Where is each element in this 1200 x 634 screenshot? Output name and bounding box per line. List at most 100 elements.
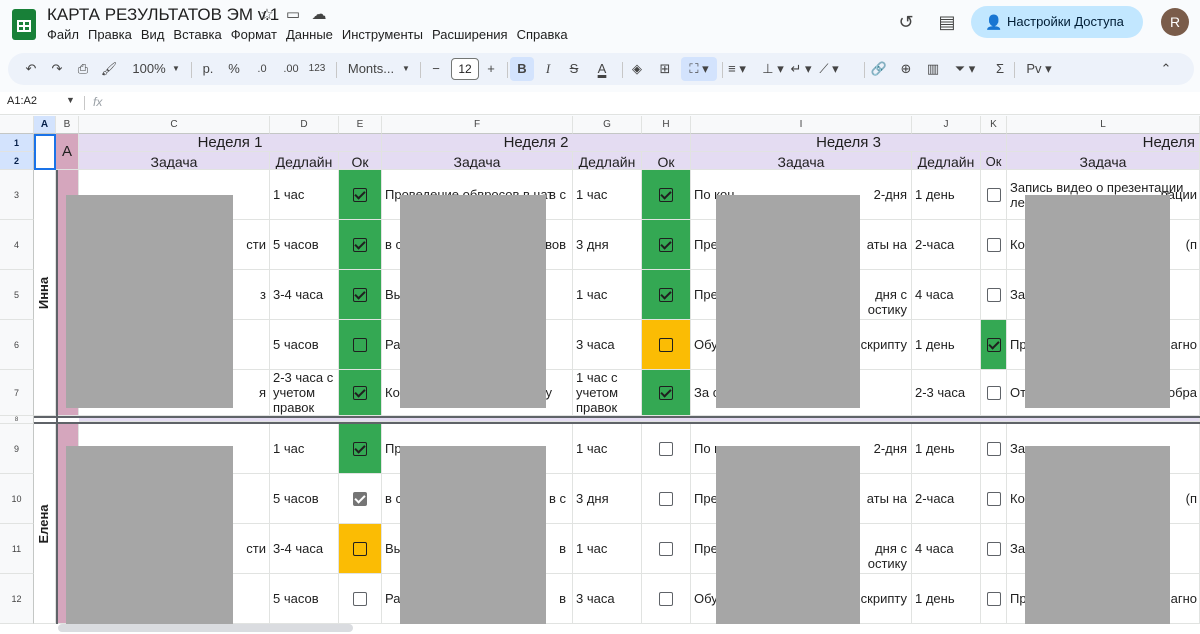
checkbox[interactable] bbox=[659, 591, 673, 606]
row-header-9[interactable]: 9 bbox=[0, 424, 34, 474]
w1-ok-2[interactable] bbox=[339, 270, 382, 320]
more-formats-button[interactable]: 123 bbox=[308, 63, 326, 74]
font-size-increase-button[interactable]: + bbox=[487, 61, 495, 76]
menu-item-3[interactable]: Вставка bbox=[173, 27, 222, 42]
name-box-chevron-down-icon[interactable]: ▼ bbox=[66, 95, 75, 105]
w1-deadline-4[interactable]: 2-3 часа с учетом правок bbox=[270, 370, 339, 416]
w2-ok-3[interactable] bbox=[642, 320, 691, 370]
w2-ok-8[interactable] bbox=[642, 524, 691, 574]
menu-item-5[interactable]: Данные bbox=[285, 27, 333, 42]
w3-ok-9[interactable] bbox=[981, 574, 1007, 624]
w2-ok-6[interactable] bbox=[642, 424, 691, 474]
w2-ok-1[interactable] bbox=[642, 220, 691, 270]
cloud-status-icon[interactable]: ☁ bbox=[311, 6, 327, 23]
person-cell-inna[interactable]: Инна bbox=[34, 170, 56, 416]
font-size-input[interactable]: 12 bbox=[451, 58, 479, 80]
checkbox[interactable] bbox=[353, 337, 367, 352]
checkbox[interactable] bbox=[986, 337, 1001, 352]
undo-icon[interactable]: ↶ bbox=[25, 61, 37, 76]
w1-deadline-3[interactable]: 5 часов bbox=[270, 320, 339, 370]
w3-deadline-9[interactable]: 1 день bbox=[912, 574, 981, 624]
w3-deadline-2[interactable]: 4 часа bbox=[912, 270, 981, 320]
avatar[interactable]: R bbox=[1161, 8, 1189, 36]
column-header-b[interactable]: B bbox=[56, 116, 79, 134]
w2-deadline-2[interactable]: 1 час bbox=[573, 270, 642, 320]
text-color-button[interactable]: A bbox=[597, 61, 607, 76]
checkbox[interactable] bbox=[353, 491, 367, 506]
row-header-4[interactable]: 4 bbox=[0, 220, 34, 270]
checkbox[interactable] bbox=[986, 491, 1001, 506]
w1-ok-3[interactable] bbox=[339, 320, 382, 370]
bold-button[interactable]: B bbox=[510, 57, 534, 81]
vertical-align-icon[interactable]: ⊥ ▾ bbox=[762, 61, 784, 76]
spreadsheet-grid[interactable]: A B C D E F G H I J K L 1 2 3 4 5 6 7 8 9 10 11 12 A Неделя 1 Неде… bbox=[0, 116, 1200, 634]
w2-ok-9[interactable] bbox=[642, 574, 691, 624]
w1-deadline-8[interactable]: 3-4 часа bbox=[270, 524, 339, 574]
w3-deadline-4[interactable]: 2-3 часа bbox=[912, 370, 981, 416]
cell-a1-a2-selected[interactable] bbox=[34, 134, 56, 170]
w2-deadline-1[interactable]: 3 дня bbox=[573, 220, 642, 270]
w3-ok-6[interactable] bbox=[981, 424, 1007, 474]
menu-item-6[interactable]: Инструменты bbox=[341, 27, 423, 42]
move-folder-icon[interactable]: ▭ bbox=[285, 6, 301, 23]
column-header-e[interactable]: E bbox=[339, 116, 382, 134]
column-header-i[interactable]: I bbox=[691, 116, 912, 134]
menu-item-8[interactable]: Справка bbox=[516, 27, 568, 42]
row-header-12[interactable]: 12 bbox=[0, 574, 34, 624]
w2-deadline-7[interactable]: 3 дня bbox=[573, 474, 642, 524]
column-header-f[interactable]: F bbox=[382, 116, 573, 134]
zoom-chevron-down-icon[interactable]: ▼ bbox=[172, 64, 180, 73]
italic-button[interactable]: I bbox=[545, 61, 551, 76]
row-header-11[interactable]: 11 bbox=[0, 524, 34, 574]
currency-format-button[interactable]: р. bbox=[202, 61, 214, 76]
w2-ok-2[interactable] bbox=[642, 270, 691, 320]
w1-deadline-7[interactable]: 5 часов bbox=[270, 474, 339, 524]
checkbox[interactable] bbox=[986, 541, 1001, 556]
paint-format-icon[interactable]: 🖌 bbox=[100, 61, 118, 76]
comments-icon[interactable]: ▤ bbox=[938, 12, 956, 32]
w3-ok-3[interactable] bbox=[981, 320, 1007, 370]
column-header-h[interactable]: H bbox=[642, 116, 691, 134]
w2-deadline-8[interactable]: 1 час bbox=[573, 524, 642, 574]
w3-deadline-3[interactable]: 1 день bbox=[912, 320, 981, 370]
w1-ok-0[interactable] bbox=[339, 170, 382, 220]
w2-ok-4[interactable] bbox=[642, 370, 691, 416]
w1-deadline-0[interactable]: 1 час bbox=[270, 170, 339, 220]
w1-task-4[interactable]: я bbox=[79, 370, 270, 416]
w2-deadline-9[interactable]: 3 часа bbox=[573, 574, 642, 624]
text-wrap-icon[interactable]: ↵ ▾ bbox=[790, 61, 812, 76]
row-header-8[interactable]: 8 bbox=[0, 416, 34, 424]
w3-ok-8[interactable] bbox=[981, 524, 1007, 574]
row-header-7[interactable]: 7 bbox=[0, 370, 34, 416]
w1-deadline-9[interactable]: 5 часов bbox=[270, 574, 339, 624]
text-rotation-icon[interactable]: ⟋ ▾ bbox=[819, 61, 839, 76]
input-tools-icon[interactable]: Pv ▾ bbox=[1026, 61, 1052, 76]
menu-item-1[interactable]: Правка bbox=[87, 27, 132, 42]
w2-ok-7[interactable] bbox=[642, 474, 691, 524]
column-header-k[interactable]: K bbox=[981, 116, 1007, 134]
checkbox[interactable] bbox=[659, 337, 673, 352]
merge-cells-icon[interactable]: ⛶ ▾ bbox=[681, 57, 717, 81]
checkbox[interactable] bbox=[353, 237, 367, 252]
w3-ok-1[interactable] bbox=[981, 220, 1007, 270]
column-header-j[interactable]: J bbox=[912, 116, 981, 134]
w1-ok-4[interactable] bbox=[339, 370, 382, 416]
w1-ok-8[interactable] bbox=[339, 524, 382, 574]
w3-ok-2[interactable] bbox=[981, 270, 1007, 320]
star-icon[interactable]: ☆ bbox=[260, 6, 274, 23]
w1-deadline-1[interactable]: 5 часов bbox=[270, 220, 339, 270]
checkbox[interactable] bbox=[986, 385, 1001, 400]
filter-icon[interactable]: ⏷ ▾ bbox=[954, 61, 976, 76]
row-header-1[interactable]: 1 bbox=[0, 134, 34, 152]
column-header-d[interactable]: D bbox=[270, 116, 339, 134]
horizontal-align-icon[interactable]: ≡ ▾ bbox=[728, 61, 746, 76]
checkbox[interactable] bbox=[659, 385, 673, 400]
decrease-decimal-button[interactable]: .0 bbox=[257, 63, 267, 75]
document-title[interactable]: КАРТА РЕЗУЛЬТАТОВ ЭМ v.1 bbox=[47, 5, 280, 24]
w1-deadline-2[interactable]: 3-4 часа bbox=[270, 270, 339, 320]
column-header-a[interactable]: A bbox=[34, 116, 56, 134]
checkbox[interactable] bbox=[986, 287, 1001, 302]
w3-ok-4[interactable] bbox=[981, 370, 1007, 416]
w2-deadline-0[interactable]: 1 час bbox=[573, 170, 642, 220]
column-header-g[interactable]: G bbox=[573, 116, 642, 134]
